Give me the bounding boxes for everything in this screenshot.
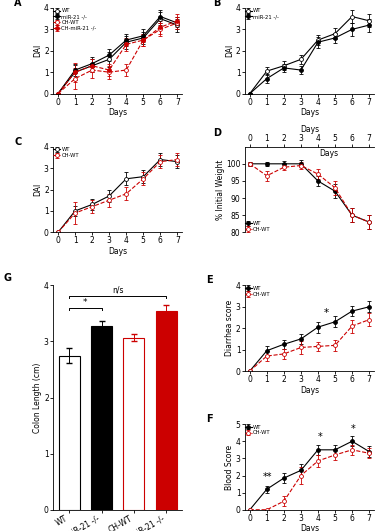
Text: *: * <box>317 432 322 442</box>
X-axis label: Days: Days <box>300 108 319 117</box>
Text: D: D <box>214 128 222 138</box>
Text: E: E <box>206 276 212 285</box>
Legend: WT, CH-WT: WT, CH-WT <box>245 425 271 435</box>
Text: *: * <box>83 298 88 307</box>
X-axis label: Days: Days <box>300 386 319 395</box>
Text: C: C <box>14 136 21 147</box>
Y-axis label: Diarrhea score: Diarrhea score <box>225 300 234 356</box>
Text: A: A <box>14 0 22 8</box>
Y-axis label: DAI: DAI <box>34 44 42 57</box>
Text: **: ** <box>263 472 273 482</box>
Text: n/s: n/s <box>112 286 124 295</box>
Bar <box>123 338 144 510</box>
Legend: WT, CH-WT: WT, CH-WT <box>245 221 271 232</box>
X-axis label: Days: Days <box>108 108 127 117</box>
Y-axis label: Blood Score: Blood Score <box>225 444 234 490</box>
Bar <box>91 326 112 510</box>
Text: *: * <box>324 309 329 319</box>
Y-axis label: DAI: DAI <box>34 183 42 196</box>
Legend: WT, CH-WT: WT, CH-WT <box>53 147 79 158</box>
X-axis label: Days: Days <box>108 247 127 256</box>
Text: Days: Days <box>319 149 338 158</box>
Bar <box>156 311 177 510</box>
Y-axis label: DAI: DAI <box>225 44 234 57</box>
X-axis label: Days: Days <box>300 524 319 531</box>
Legend: WT, miR-21 -/-: WT, miR-21 -/- <box>245 8 279 19</box>
Y-axis label: % Initial Weight: % Initial Weight <box>215 159 225 220</box>
Text: *: * <box>350 424 355 434</box>
Legend: WT, CH-WT: WT, CH-WT <box>245 286 271 297</box>
Bar <box>59 356 80 510</box>
Text: B: B <box>214 0 221 8</box>
X-axis label: Days: Days <box>300 125 319 134</box>
Text: G: G <box>4 273 12 283</box>
Legend: WT, miR-21 -/-, CH-WT, CH-miR-21 -/-: WT, miR-21 -/-, CH-WT, CH-miR-21 -/- <box>53 8 97 31</box>
Text: F: F <box>206 414 212 424</box>
Y-axis label: Colon Length (cm): Colon Length (cm) <box>34 362 42 433</box>
